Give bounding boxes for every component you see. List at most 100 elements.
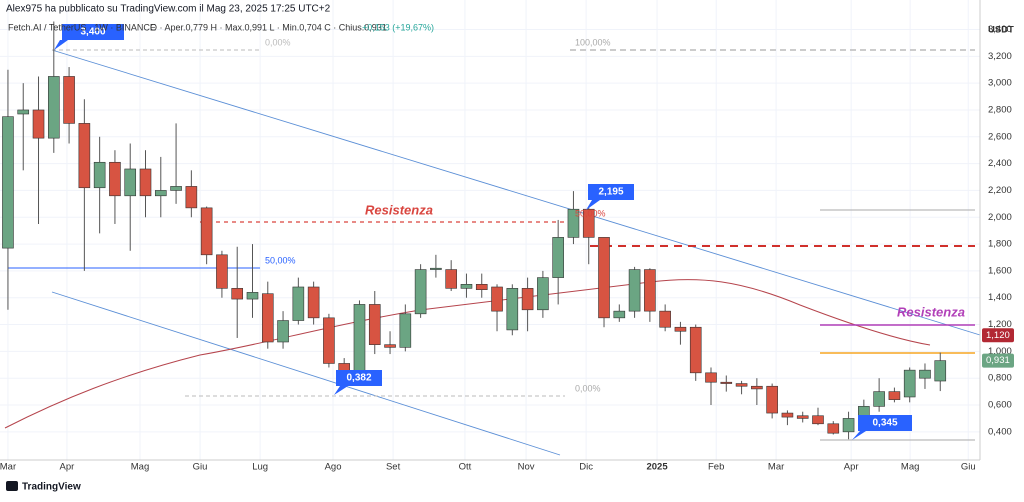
trend-line xyxy=(51,49,981,336)
price-tag xyxy=(982,353,1014,368)
y-tick-label: 3,400 xyxy=(988,24,1012,35)
candle-body xyxy=(277,320,289,343)
candles xyxy=(2,21,947,440)
y-tick-label: 2,600 xyxy=(988,131,1012,142)
axis-labels: 0,400 0,600 0,800 1,000 1,200 1,400 1,600 1,800… xyxy=(0,24,1014,473)
candle-body xyxy=(414,269,427,315)
candle-body xyxy=(781,412,794,418)
fib-label: 100,00% xyxy=(575,37,611,47)
candle-body xyxy=(613,310,626,319)
x-tick-label: Nov xyxy=(518,462,535,473)
candle-body xyxy=(124,168,137,197)
x-tick-label: Apr xyxy=(844,462,859,473)
candle-body xyxy=(903,369,916,398)
y-tick-label: 0,400 xyxy=(988,426,1012,437)
candle-body xyxy=(185,186,198,209)
candle-body xyxy=(842,418,855,433)
candle-body xyxy=(705,372,717,383)
y-tick-label: 1,200 xyxy=(988,319,1012,330)
candle-body xyxy=(200,207,213,256)
candle-body xyxy=(888,391,901,400)
price-tag-label: 1,120 xyxy=(986,330,1010,341)
candle-body xyxy=(399,313,412,348)
candle-body xyxy=(582,208,595,238)
candle-body xyxy=(827,423,840,434)
x-tick-label: Feb xyxy=(708,462,724,473)
candle-body xyxy=(919,369,931,379)
annotation: Resistenza xyxy=(365,202,433,217)
candle-body xyxy=(78,123,91,189)
candle-body xyxy=(353,304,366,376)
candle-body xyxy=(430,267,442,270)
candle-body xyxy=(552,237,564,278)
x-tick-label: Giu xyxy=(193,462,208,473)
candle-body xyxy=(246,292,259,300)
callout-box xyxy=(54,24,124,50)
x-tick-label: Mar xyxy=(0,462,16,473)
fib-label: 50,00% xyxy=(575,208,606,218)
candle-body xyxy=(934,360,947,382)
ohlc: O · Aper.0,779 H · Max.0,991 L · Min.0,7… xyxy=(150,22,387,32)
candle-body xyxy=(720,381,733,384)
y-tick-label: 1,600 xyxy=(988,265,1012,276)
candle-body xyxy=(384,344,396,348)
y-tick-label: 0,600 xyxy=(988,400,1012,411)
y-tick-label: 3,000 xyxy=(988,78,1012,89)
callout: 3,400 xyxy=(80,27,105,38)
x-tick-label: Apr xyxy=(60,462,75,473)
x-tick-label: Ott xyxy=(459,462,472,473)
candle-body xyxy=(139,168,152,197)
candle-body xyxy=(445,269,457,289)
candle-body xyxy=(598,237,610,319)
candle-body xyxy=(368,304,381,345)
x-tick-label: Dic xyxy=(579,462,593,473)
logo xyxy=(6,481,18,491)
x-tick-label: Ago xyxy=(325,462,342,473)
candle-body xyxy=(506,288,519,331)
x-tick-label: 2025 xyxy=(646,462,668,473)
candle-body xyxy=(475,284,488,290)
x-tick-label: Mag xyxy=(901,462,919,473)
callout: 0,382 xyxy=(346,373,371,384)
candle-body xyxy=(216,254,228,289)
price-tag xyxy=(982,328,1014,343)
trend-line xyxy=(51,291,561,456)
x-tick-label: Lug xyxy=(252,462,268,473)
y-tick-label: 0,800 xyxy=(988,373,1012,384)
currency-label: USDT xyxy=(988,25,1014,36)
candle-body xyxy=(93,161,106,189)
symbol: Fetch.AI / TetherUS · 1W · BINANCE xyxy=(8,22,156,32)
candle-body xyxy=(567,208,580,238)
candle-body xyxy=(873,391,885,407)
y-tick-label: 2,200 xyxy=(988,185,1012,196)
fib-label: 0,00% xyxy=(575,383,601,393)
y-tick-label: 2,000 xyxy=(988,212,1012,223)
candle-body xyxy=(796,415,809,419)
candle-body xyxy=(766,385,778,414)
candle-body xyxy=(812,415,824,425)
candle-body xyxy=(735,383,748,387)
price-tag-label: 0,931 xyxy=(986,355,1010,366)
fib-label: 0,00% xyxy=(265,37,291,47)
candle-body xyxy=(17,109,30,115)
candle-body xyxy=(32,109,45,139)
author-line: Alex975 ha pubblicato su TradingView.com… xyxy=(6,4,331,15)
grid xyxy=(0,0,980,460)
candle-body xyxy=(537,277,549,311)
x-tick-label: Mar xyxy=(768,462,784,473)
candle-body xyxy=(644,269,656,312)
candle-body xyxy=(674,326,687,332)
footer: TradingView xyxy=(22,482,81,493)
candle-body xyxy=(460,284,473,289)
candle-body xyxy=(109,161,121,197)
candle-body xyxy=(491,286,503,312)
callout-box xyxy=(852,415,912,440)
callout-box xyxy=(586,184,634,210)
candle-body xyxy=(47,76,60,139)
candle-body xyxy=(292,286,305,321)
x-tick-label: Mag xyxy=(131,462,149,473)
candle-body xyxy=(154,190,167,197)
candle-body xyxy=(751,385,763,390)
fib-label: 50,00% xyxy=(265,255,296,265)
